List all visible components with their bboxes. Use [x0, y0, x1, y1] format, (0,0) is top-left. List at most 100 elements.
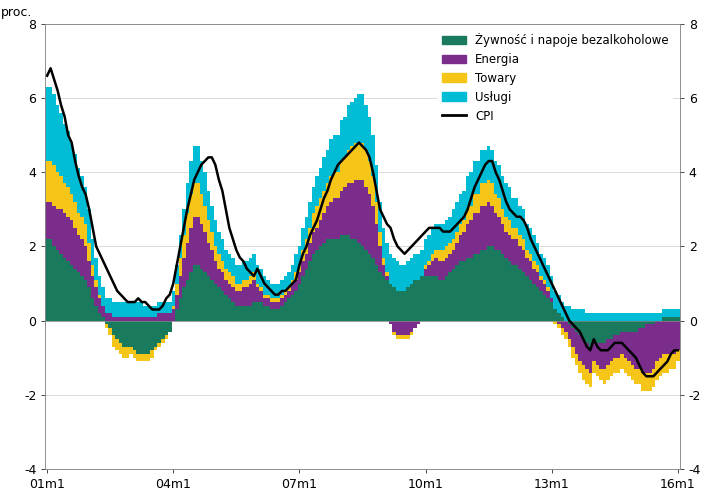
Bar: [662, 309, 666, 317]
Bar: [585, 369, 588, 383]
Bar: [94, 280, 98, 287]
Bar: [599, 313, 603, 321]
Bar: [491, 183, 494, 206]
Bar: [340, 235, 343, 321]
Bar: [259, 287, 263, 291]
Bar: [266, 298, 270, 306]
Bar: [658, 313, 662, 321]
Bar: [291, 280, 294, 283]
Bar: [431, 228, 434, 254]
Bar: [459, 261, 462, 321]
Bar: [354, 142, 358, 180]
Bar: [515, 228, 518, 239]
Bar: [662, 354, 666, 373]
Bar: [476, 161, 480, 194]
Bar: [431, 254, 434, 261]
Bar: [651, 321, 655, 324]
Bar: [673, 354, 676, 369]
Bar: [655, 321, 658, 362]
Bar: [504, 232, 508, 257]
Bar: [185, 213, 189, 243]
Bar: [340, 191, 343, 235]
Bar: [112, 336, 115, 347]
Bar: [161, 321, 164, 339]
Bar: [147, 317, 151, 321]
Bar: [304, 217, 308, 239]
Bar: [484, 206, 487, 250]
Bar: [644, 324, 648, 373]
Bar: [245, 280, 249, 287]
Bar: [122, 302, 126, 317]
Bar: [112, 321, 115, 336]
Bar: [301, 250, 304, 261]
Bar: [511, 198, 515, 228]
Bar: [620, 321, 624, 332]
Bar: [287, 272, 291, 287]
Bar: [557, 324, 561, 328]
Bar: [284, 295, 287, 302]
Bar: [144, 321, 147, 354]
Bar: [203, 232, 207, 272]
Bar: [613, 321, 617, 336]
Bar: [91, 239, 94, 265]
Bar: [224, 268, 227, 280]
Bar: [484, 150, 487, 183]
Bar: [45, 202, 49, 239]
Bar: [396, 261, 399, 291]
Bar: [252, 302, 256, 321]
Bar: [403, 321, 406, 336]
Bar: [631, 313, 634, 321]
Bar: [133, 321, 137, 350]
Bar: [336, 239, 340, 321]
Bar: [480, 183, 484, 206]
Bar: [595, 321, 599, 343]
Bar: [301, 276, 304, 321]
Bar: [666, 309, 669, 317]
Bar: [259, 291, 263, 302]
Bar: [291, 283, 294, 295]
Bar: [498, 217, 501, 250]
Bar: [480, 206, 484, 250]
Bar: [294, 280, 297, 291]
Bar: [193, 265, 196, 321]
Bar: [651, 313, 655, 321]
Bar: [140, 321, 144, 354]
Bar: [361, 94, 364, 142]
Bar: [358, 94, 361, 142]
Bar: [581, 339, 585, 365]
Bar: [185, 280, 189, 321]
Bar: [234, 306, 238, 321]
Bar: [287, 298, 291, 321]
Bar: [508, 187, 511, 221]
Bar: [200, 161, 203, 194]
Bar: [539, 254, 543, 276]
Bar: [354, 98, 358, 142]
Bar: [207, 276, 210, 321]
Bar: [214, 283, 217, 321]
Bar: [238, 306, 241, 321]
Bar: [515, 265, 518, 321]
Bar: [610, 313, 613, 321]
Bar: [455, 232, 459, 243]
Bar: [210, 250, 214, 280]
Bar: [662, 317, 666, 321]
Bar: [277, 298, 280, 302]
Bar: [441, 224, 445, 250]
Bar: [144, 317, 147, 321]
Bar: [87, 287, 91, 321]
Bar: [421, 250, 424, 276]
Bar: [277, 309, 280, 321]
Bar: [417, 280, 421, 321]
Bar: [385, 280, 389, 321]
Bar: [347, 106, 350, 150]
Bar: [554, 291, 557, 309]
Bar: [585, 343, 588, 369]
Bar: [63, 213, 67, 257]
Bar: [564, 332, 568, 339]
Bar: [375, 165, 378, 202]
Bar: [606, 321, 610, 339]
Bar: [284, 276, 287, 291]
Bar: [441, 261, 445, 280]
Bar: [185, 243, 189, 280]
Bar: [101, 317, 105, 321]
